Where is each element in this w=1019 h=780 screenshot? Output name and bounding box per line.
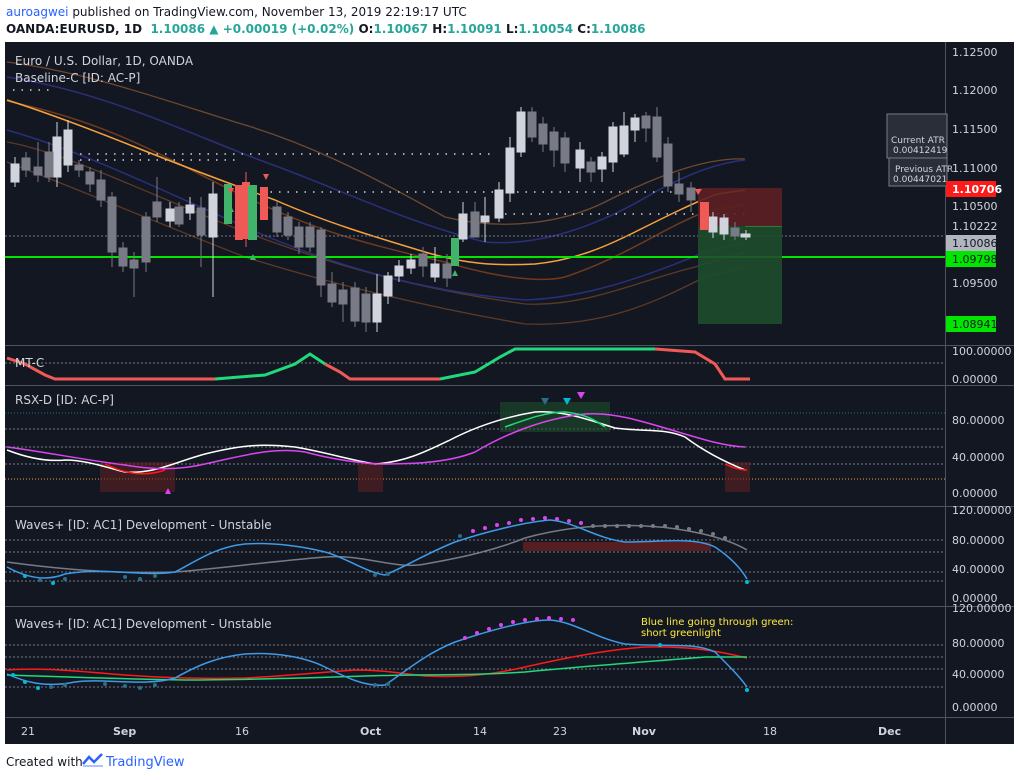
close-value: 1.10086 [590,22,646,36]
waves-pane-1[interactable]: Waves+ [ID: AC1] Development - Unstable … [5,504,1012,605]
svg-text:120.00000: 120.00000 [952,602,1012,615]
svg-text:80.00000: 80.00000 [952,414,1005,427]
open-value: 1.10067 [373,22,429,36]
annotation-line-1: Blue line going through green: [641,617,793,628]
last-price-label: 1.10086 [952,237,998,250]
chart-area[interactable]: Euro / U.S. Dollar, 1D, OANDA Baseline-C… [5,42,1014,744]
svg-text:1.10500: 1.10500 [952,200,998,213]
waves2-pane-title: Waves+ [ID: AC1] Development - Unstable [15,617,272,631]
red-level-label: 1.10706 [952,183,1002,196]
waves1-pane-title: Waves+ [ID: AC1] Development - Unstable [15,518,272,532]
waves1-dots [23,516,749,585]
atr-current-value: 0.00412419 [893,146,948,156]
annotation-line-2: short greenlight [641,628,721,639]
svg-text:18: 18 [763,725,777,738]
candlestick-series[interactable] [10,107,751,332]
last-price: 1.10086 [150,22,206,36]
svg-text:0.00000: 0.00000 [952,373,998,386]
main-price-axis[interactable]: 1.12500 1.12000 1.11500 1.11000 1.10500 … [886,46,1002,332]
symbol-quote-line: OANDA:EURUSD, 1D 1.10086 ▲ +0.00019 (+0.… [6,22,646,36]
rsx-pane-title: RSX-D [ID: AC-P] [15,393,114,407]
svg-text:80.00000: 80.00000 [952,534,1005,547]
svg-text:100.00000: 100.00000 [952,345,1012,358]
low-label: L: [505,22,519,36]
atr-previous-value: 0.00447021 [893,175,947,185]
svg-text:Oct: Oct [360,725,381,738]
main-pane-title: Euro / U.S. Dollar, 1D, OANDA [15,54,194,68]
svg-text:Sep: Sep [113,725,136,738]
close-label: C: [577,22,591,36]
svg-text:40.00000: 40.00000 [952,451,1005,464]
tradingview-logo-icon [82,753,103,767]
mtc-pane[interactable]: MT-C 100.00000 0.00000 [5,345,1012,386]
created-with-text: Created with [6,755,83,769]
svg-text:40.00000: 40.00000 [952,563,1005,576]
high-label: H: [432,22,448,36]
svg-text:1.09500: 1.09500 [952,277,998,290]
footer: Created with TradingView [0,744,1019,780]
chart-svg[interactable]: Euro / U.S. Dollar, 1D, OANDA Baseline-C… [5,42,1014,744]
svg-text:23: 23 [553,725,567,738]
svg-text:0.00000: 0.00000 [952,487,998,500]
svg-text:80.00000: 80.00000 [952,637,1005,650]
svg-text:40.00000: 40.00000 [952,668,1005,681]
up-arrow-icon: ▲ [209,22,219,36]
waves-pane-2[interactable]: Waves+ [ID: AC1] Development - Unstable … [5,602,1012,714]
main-price-pane[interactable]: Euro / U.S. Dollar, 1D, OANDA Baseline-C… [5,54,945,332]
publish-info: auroagwei published on TradingView.com, … [6,5,467,19]
svg-text:0.00000: 0.00000 [952,592,998,605]
baseline-indicator-label: Baseline-C [ID: AC-P] [15,71,140,85]
svg-text:Nov: Nov [632,725,657,738]
svg-text:16: 16 [235,725,249,738]
svg-text:120.00000: 120.00000 [952,504,1012,517]
svg-text:14: 14 [473,725,487,738]
published-text: published on TradingView.com, November 1… [72,5,467,19]
mtc-pane-title: MT-C [15,356,44,370]
svg-text:1.11000: 1.11000 [952,162,998,175]
entry-level-label: 1.10222 [952,220,998,233]
rsx-pane[interactable]: RSX-D [ID: AC-P] 80.00000 40.00000 0.000… [5,392,1005,500]
publish-header: auroagwei published on TradingView.com, … [0,0,1019,40]
svg-text:Dec: Dec [878,725,901,738]
baseline-level-label: 1.09798 [952,253,998,266]
svg-text:0.00000: 0.00000 [952,701,998,714]
svg-text:1.12500: 1.12500 [952,46,998,59]
atr-previous-label: Previous ATR [895,165,953,175]
target-level-label: 1.08941 [952,318,998,331]
svg-text:1.11500: 1.11500 [952,123,998,136]
low-value: 1.10054 [518,22,574,36]
svg-text:1.12000: 1.12000 [952,84,998,97]
open-label: O: [358,22,374,36]
author-link[interactable]: auroagwei [6,5,69,19]
tradingview-brand-link[interactable]: TradingView [106,755,185,770]
high-value: 1.10091 [447,22,502,36]
symbol-name: OANDA:EURUSD, 1D [6,22,143,36]
price-change: +0.00019 (+0.02%) [222,22,355,36]
svg-text:21: 21 [21,725,35,738]
waves2-dots [11,616,749,692]
time-axis[interactable]: 21 Sep 16 Oct 14 23 Nov 18 Dec [21,725,901,738]
atr-current-label: Current ATR [891,136,945,146]
